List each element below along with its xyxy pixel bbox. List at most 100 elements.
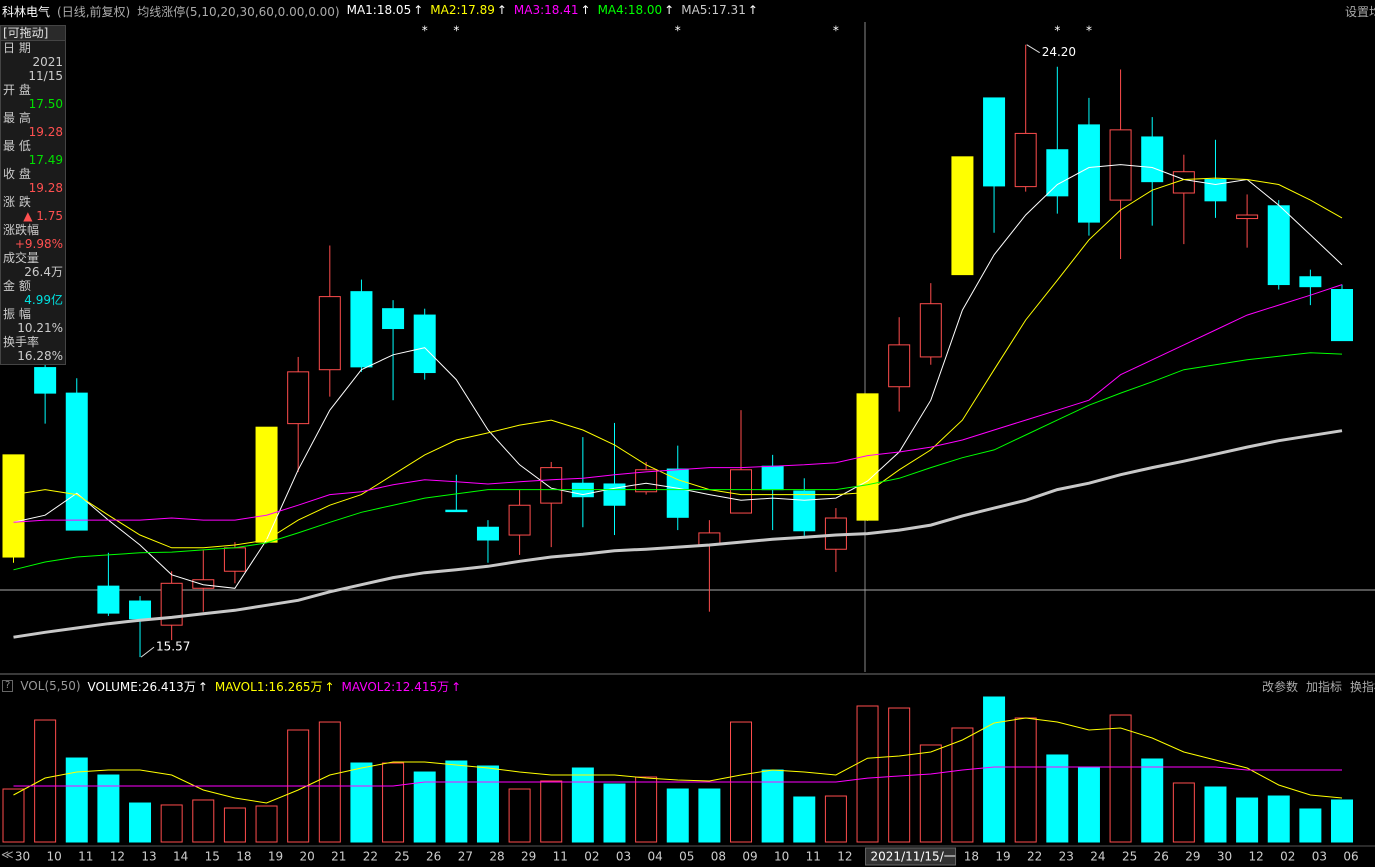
ma-line [13,766,1342,787]
candle-body [1267,205,1290,286]
legend-arrow: ↑ [747,3,758,17]
info-value: 17.50 [28,97,63,111]
x-tick-label: 27 [458,850,473,864]
candle-body [1077,124,1100,223]
info-value: 17.49 [28,153,63,167]
stock-name: 科林电气 [2,5,51,19]
volume-bar [761,769,784,843]
candle-body [223,547,246,572]
x-tick-label: 25 [1122,850,1137,864]
x-tick-label: 24 [1090,850,1105,864]
candle-body [888,344,911,388]
legend-text: MA3:18.41 [513,3,579,17]
ma-line [13,164,1343,589]
x-tick-label: 04 [647,850,662,864]
volume-bar [698,788,721,843]
volume-bar [603,783,626,843]
candle-body [382,308,405,330]
candle-body [160,582,183,626]
x-tick-label: 20 [300,850,315,864]
annotation-label: 15.57 [156,640,190,654]
signal-star: * [675,24,681,38]
signal-star: * [1086,24,1092,38]
info-value: 11/15 [28,69,63,83]
annotation-arrow [140,646,155,658]
info-label: 振 幅 [3,307,31,321]
legend-arrow: ↑ [496,3,507,17]
x-tick-label: 03 [1312,850,1327,864]
x-tick-label: 26 [1154,850,1169,864]
info-value: 4.99亿 [24,293,63,307]
settings-button[interactable]: 设置均线 [1345,5,1375,19]
volume-bar [571,767,594,843]
header: 科林电气 (日线,前复权) 均线涨停(5,10,20,30,60,0.00,0.00… [2,3,758,19]
x-tick-label: 02 [584,850,599,864]
candle-body [983,97,1006,187]
candle-body [1204,179,1227,202]
volume-title: VOL(5,50) [20,679,81,693]
volume-bar [97,774,120,843]
volume-bar [1077,766,1100,843]
candle-body [445,509,468,513]
volume-bar [1236,797,1259,843]
legend-entry: MA3:18.41 ↑ [514,3,591,19]
x-tick-label: 28 [489,850,504,864]
legend-entry: MAVOL1:16.265万 ↑ [215,678,335,695]
volume-bar [983,696,1006,843]
ma-line [13,352,1343,571]
candle-body [1046,149,1069,197]
legend-entry: MAVOL2:12.415万 ↑ [342,678,462,695]
volume-tools: 改参数加指标换指标 [1262,678,1375,695]
tool-button[interactable]: 换指标 [1350,680,1375,694]
candle-body [129,600,152,620]
volume-bar [666,788,689,843]
cursor-date-label: 2021/11/15/一 [871,850,956,864]
x-tick-label: 13 [141,850,156,864]
volume-bar [508,788,531,843]
x-tick-label: 11 [806,850,821,864]
x-tick-label: 12 [1248,850,1263,864]
x-tick-label: 30 [15,850,30,864]
legend-arrow: ↑ [413,3,424,17]
legend-arrow: ↑ [324,679,335,694]
volume-bar [413,771,436,843]
legend-entry: MA2:17.89 ↑ [430,3,507,19]
tool-button[interactable]: 改参数 [1262,680,1299,694]
volume-bar [65,757,88,843]
volume-bar [635,776,658,843]
x-tick-label: 19 [995,850,1010,864]
volume-bar [382,762,405,843]
candle-body [761,465,784,491]
candle-body [350,291,373,368]
volume-bar [919,744,942,843]
cursor-label-bg [865,847,957,866]
x-tick-label: 15 [205,850,220,864]
signal-star: * [453,24,459,38]
volume-bar [1141,758,1164,843]
x-tick-label: 18 [964,850,979,864]
legend-text: MAVOL1:16.265万 [214,679,323,694]
info-label: 金 额 [3,279,31,293]
candle-body [919,303,942,358]
candle-body [476,526,499,541]
x-tick-label: 11 [553,850,568,864]
x-tick-label: 06 [1343,850,1358,864]
x-tick-label: 29 [521,850,536,864]
x-tick-label: 09 [742,850,757,864]
x-tick-label: 12 [110,850,125,864]
tool-button[interactable]: 加指标 [1306,680,1343,694]
help-button[interactable]: ? [2,680,14,692]
volume-bar [951,727,974,843]
volume-bar [192,799,215,843]
info-label: 涨 跌 [3,195,31,209]
legend-text: MAVOL2:12.415万 [341,679,450,694]
x-tick-label: 12 [837,850,852,864]
info-panel[interactable]: [可拖动] 日 期 2021 11/15 开 盘 17.50 最 高 19.28 最 低 17.4… [0,25,66,365]
info-value: +9.98% [14,237,63,251]
legend-text: MA5:17.31 [681,3,746,17]
info-value: ▲ 1.75 [23,209,63,223]
volume-text: VOLUME:26.413万 [87,679,196,694]
volume-bar [255,805,278,843]
